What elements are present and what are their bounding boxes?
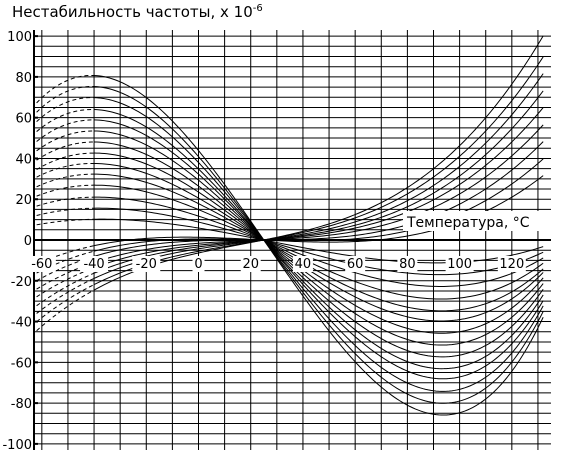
curve-line (93, 124, 544, 263)
y-tick-label-background (6, 150, 33, 166)
curve-line (93, 73, 544, 279)
curve-dashed-segment (36, 162, 95, 178)
curve-line (93, 158, 544, 252)
y-tick-label-background (6, 191, 33, 207)
x-tick-label-background (80, 256, 109, 272)
curve-line (94, 141, 544, 346)
curve-dashed-segment (36, 173, 95, 188)
x-tick-label: 0 (194, 257, 202, 272)
x-tick-label-background (240, 256, 261, 272)
x-tick-label: -40 (83, 257, 104, 272)
curve-line (93, 175, 544, 247)
y-tick-label-background (6, 435, 33, 451)
curve-dashed-segment (36, 152, 95, 170)
x-tick-label: -60 (31, 257, 52, 272)
chart-title: Нестабильность частоты, х 10-6 (12, 3, 263, 21)
curve-line (94, 109, 544, 380)
x-axis-label: Температура, °C (406, 215, 530, 231)
curve-line (94, 207, 544, 276)
y-tick-label: -80 (11, 397, 32, 412)
curve-dashed-segment (36, 289, 95, 332)
curve-dashed-segment (36, 207, 95, 216)
curve-dashed-segment (36, 130, 95, 152)
x-tick-label-background (397, 256, 418, 272)
y-tick-label: -100 (2, 438, 32, 453)
y-tick-label-background (6, 272, 33, 288)
curve-line (93, 141, 544, 257)
x-tick-labels: -60 -40 -20 0 20 40 60 80 100 120 (27, 256, 526, 272)
curve-line (94, 152, 544, 334)
curve-line (94, 130, 544, 358)
y-tick-label-background (6, 109, 33, 125)
y-tick-label: -40 (11, 316, 32, 331)
x-tick-label-background (192, 256, 205, 272)
curve-dashed-segment (36, 277, 95, 314)
chart-title-text: Нестабильность частоты, х 10 (12, 3, 253, 21)
y-tick-label: -20 (11, 275, 32, 290)
curve-line (94, 196, 544, 287)
curve-line (94, 97, 544, 392)
x-tick-label: 40 (295, 257, 312, 272)
x-tick-label: -20 (136, 257, 157, 272)
curve-dashed-segment (36, 85, 95, 113)
x-tick-label: 120 (499, 257, 524, 272)
x-tick-label-background (345, 256, 366, 272)
x-axis-label-background (403, 211, 551, 231)
x-tick-label-background (27, 256, 56, 272)
y-tick-label: 0 (24, 234, 32, 249)
curve-line (94, 119, 544, 370)
y-tick-label: 60 (15, 112, 32, 127)
x-tick-label-background (292, 256, 313, 272)
y-tick-label-background (6, 354, 33, 370)
y-tick-label-background (6, 395, 33, 411)
curve-dashed-segment (36, 184, 95, 197)
x-tick-label: 80 (399, 257, 416, 272)
x-tick-label-background (445, 256, 474, 272)
curve-line (93, 56, 544, 286)
y-tick-label: -60 (11, 356, 32, 371)
curve-dashed-segment (36, 218, 95, 226)
y-tick-label: 100 (7, 30, 32, 45)
y-tick-label: 20 (15, 193, 32, 208)
y-tick-label-background (6, 313, 33, 329)
curve-line (93, 90, 544, 274)
y-tick-label: 80 (15, 71, 32, 86)
curve-line (93, 107, 544, 269)
y-tick-label-background (6, 28, 33, 44)
curve-line (94, 184, 544, 300)
curve-dashed-segment (36, 141, 95, 161)
curve-line (94, 162, 544, 322)
x-tick-label-background (132, 256, 161, 272)
curve-dashed-segment (36, 74, 95, 104)
x-tick-label-background (497, 256, 526, 272)
x-tick-label: 20 (242, 257, 259, 272)
x-tick-label: 60 (347, 257, 364, 272)
y-tick-label-background (6, 232, 33, 247)
y-tick-label-background (6, 68, 33, 84)
curve-line (94, 173, 544, 312)
curve-line (94, 74, 544, 416)
curve-line (93, 35, 544, 291)
curves (36, 35, 544, 416)
chart-title-exponent: -6 (253, 3, 263, 14)
curve-line (94, 86, 544, 404)
y-tick-label: 40 (15, 152, 32, 167)
x-tick-label: 100 (447, 257, 472, 272)
y-tick-labels: 100 80 60 40 20 0 -20 -40 -60 -80 -100 (2, 28, 33, 453)
curve-dashed-segment (36, 284, 95, 323)
curve-dashed-segment (36, 196, 95, 207)
